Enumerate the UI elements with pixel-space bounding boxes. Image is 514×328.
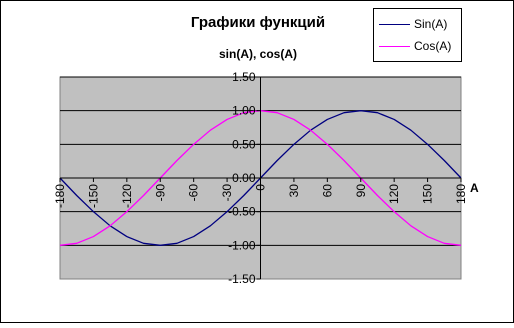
x-tick-label: -90 [153, 184, 167, 202]
x-tick-label: -120 [120, 184, 134, 208]
x-tick-label: 120 [387, 184, 401, 204]
x-tick-label: 0 [254, 184, 268, 191]
y-tick-label: 1.00 [232, 104, 256, 118]
y-tick-label: 1.50 [232, 70, 256, 84]
x-tick-label: 60 [320, 184, 334, 198]
x-tick-label: -180 [53, 184, 67, 208]
legend: Sin(A) Cos(A) [373, 8, 462, 62]
y-tick-label: -1.00 [228, 238, 256, 252]
x-tick-label: -150 [86, 184, 100, 208]
y-tick-label: -1.50 [228, 272, 256, 286]
legend-swatch-sin [379, 24, 410, 25]
x-axis-label: A [470, 181, 479, 195]
x-tick-label: -60 [187, 184, 201, 202]
legend-item-sin: Sin(A) [374, 15, 463, 33]
x-tick-label: 90 [354, 184, 368, 198]
y-tick-label: -0.50 [228, 205, 256, 219]
axes [59, 76, 462, 280]
y-tick-label: 0.50 [232, 137, 256, 151]
x-tick-label: 150 [421, 184, 435, 204]
chart-subtitle: sin(A), cos(A) [219, 47, 297, 61]
x-tick-label: -30 [220, 184, 234, 202]
legend-item-cos: Cos(A) [374, 37, 463, 55]
legend-swatch-cos [379, 46, 410, 47]
y-tick-labels: 1.50 1.00 0.50 0.00 -0.50 -1.00 -1.50 [228, 70, 256, 286]
y-tick-label: 0.00 [232, 171, 256, 185]
chart-title: Графики функций [190, 14, 326, 31]
legend-label-cos: Cos(A) [414, 39, 452, 53]
x-tick-label: 180 [454, 184, 468, 204]
x-tick-labels: -180 -150 -120 -90 -60 -30 0 30 60 90 120 150 180 [53, 184, 468, 208]
x-tick-label: 30 [287, 184, 301, 198]
legend-label-sin: Sin(A) [414, 17, 448, 31]
